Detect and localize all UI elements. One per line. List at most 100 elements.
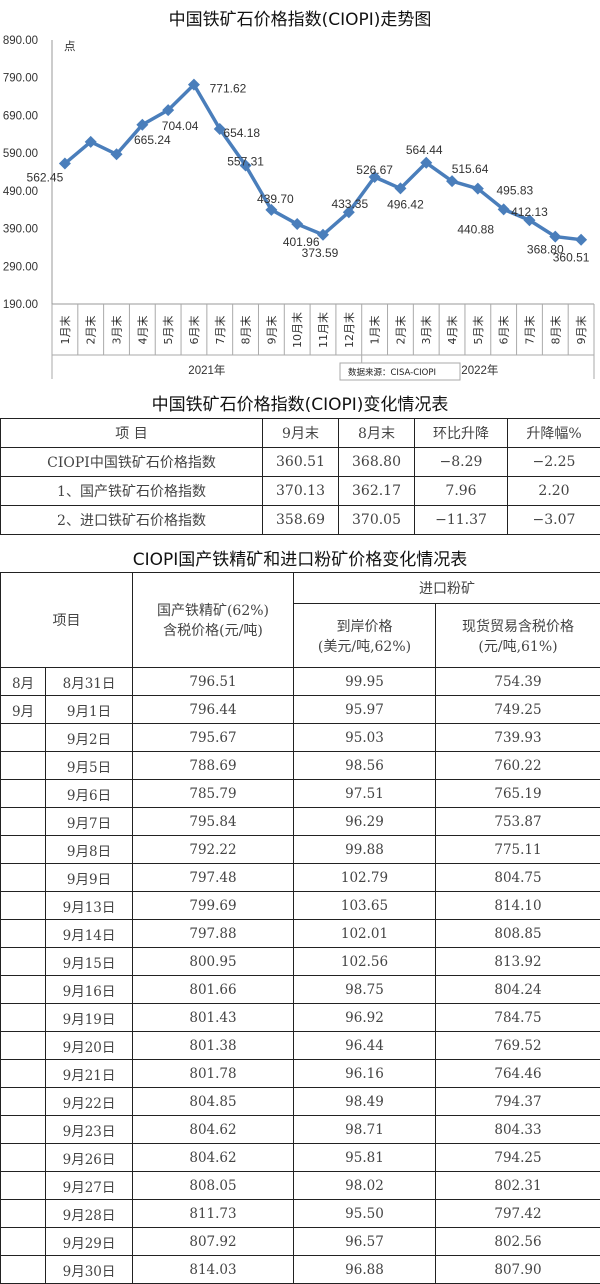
table-cell: 796.44 bbox=[133, 696, 294, 724]
data-label: 704.04 bbox=[162, 119, 199, 133]
table-cell: 358.69 bbox=[263, 506, 339, 535]
table-cell bbox=[1, 920, 46, 948]
table-cell: 801.66 bbox=[133, 976, 294, 1004]
table-cell: 项 目 bbox=[1, 419, 263, 448]
table-cell: 760.22 bbox=[436, 752, 600, 780]
y-tick-label: 190.00 bbox=[3, 299, 38, 311]
x-tick-label: 8月末 bbox=[548, 316, 562, 345]
y-unit-label: 点 bbox=[64, 40, 76, 53]
header-spot-line2: (元/吨,61%) bbox=[436, 636, 600, 656]
x-tick-label: 1月末 bbox=[368, 316, 382, 345]
table-cell: 9月末 bbox=[263, 419, 339, 448]
table-cell: 96.29 bbox=[294, 808, 436, 836]
year-label-2022: 2022年 bbox=[461, 363, 498, 377]
table2-title: CIOPI国产铁精矿和进口粉矿价格变化情况表 bbox=[0, 545, 600, 570]
table-cell: 804.75 bbox=[436, 864, 600, 892]
table-cell: 797.48 bbox=[133, 864, 294, 892]
table-cell bbox=[1, 780, 46, 808]
y-tick-label: 390.00 bbox=[3, 224, 38, 236]
x-tick-label: 6月末 bbox=[187, 316, 201, 345]
table-cell: 807.90 bbox=[436, 1256, 600, 1284]
x-tick-label: 5月末 bbox=[471, 316, 485, 345]
table-cell bbox=[1, 1116, 46, 1144]
table-cell: 804.85 bbox=[133, 1088, 294, 1116]
table-cell: 368.80 bbox=[339, 448, 415, 477]
table-cell: 811.73 bbox=[133, 1200, 294, 1228]
table-cell: 103.65 bbox=[294, 892, 436, 920]
table-cell: 804.62 bbox=[133, 1116, 294, 1144]
x-tick-label: 9月末 bbox=[264, 316, 278, 345]
table-cell: 95.97 bbox=[294, 696, 436, 724]
table-cell: 9月20日 bbox=[46, 1032, 133, 1060]
table-cell: 8月 bbox=[1, 668, 46, 696]
data-label: 433.35 bbox=[331, 197, 368, 211]
table-cell: 8月31日 bbox=[46, 668, 133, 696]
table-cell: 98.75 bbox=[294, 976, 436, 1004]
table-cell: 9月1日 bbox=[46, 696, 133, 724]
header-cif: 到岸价格(美元/吨,62%) bbox=[294, 604, 436, 668]
table-cell: 802.56 bbox=[436, 1228, 600, 1256]
header-domestic-line2: 含税价格(元/吨) bbox=[133, 620, 293, 640]
table-cell bbox=[1, 1144, 46, 1172]
table-cell: 2、进口铁矿石价格指数 bbox=[1, 506, 263, 535]
data-label: 562.45 bbox=[27, 171, 64, 185]
table-cell bbox=[1, 892, 46, 920]
table-cell: 801.43 bbox=[133, 1004, 294, 1032]
table-cell: CIOPI中国铁矿石价格指数 bbox=[1, 448, 263, 477]
table-cell: 7.96 bbox=[415, 477, 508, 506]
table-cell: 9月5日 bbox=[46, 752, 133, 780]
table-cell: 98.71 bbox=[294, 1116, 436, 1144]
table-cell: 9月 bbox=[1, 696, 46, 724]
source-note: 数据来源：CISA-CIOPI bbox=[348, 367, 436, 378]
table-cell: 795.67 bbox=[133, 724, 294, 752]
table-cell: 804.62 bbox=[133, 1144, 294, 1172]
y-tick-label: 690.00 bbox=[3, 110, 38, 122]
table-cell bbox=[1, 1032, 46, 1060]
data-label: 412.13 bbox=[511, 205, 548, 219]
table-cell: 9月8日 bbox=[46, 836, 133, 864]
x-tick-label: 11月末 bbox=[316, 312, 330, 348]
table-cell bbox=[1, 752, 46, 780]
table-cell: 98.49 bbox=[294, 1088, 436, 1116]
y-tick-label: 290.00 bbox=[3, 261, 38, 273]
table-cell: 792.22 bbox=[133, 836, 294, 864]
x-tick-label: 2月末 bbox=[84, 316, 98, 345]
x-tick-label: 9月末 bbox=[574, 316, 588, 345]
table-cell: 环比升降 bbox=[415, 419, 508, 448]
table-cell: 2.20 bbox=[508, 477, 600, 506]
header-import: 进口粉矿 bbox=[294, 573, 600, 604]
table-cell: 96.57 bbox=[294, 1228, 436, 1256]
table-cell bbox=[1, 1060, 46, 1088]
table-cell: 808.05 bbox=[133, 1172, 294, 1200]
table-cell: 99.95 bbox=[294, 668, 436, 696]
table-cell: 797.42 bbox=[436, 1200, 600, 1228]
table-cell: 9月7日 bbox=[46, 808, 133, 836]
x-tick-label: 10月末 bbox=[290, 312, 304, 348]
table-cell: 794.37 bbox=[436, 1088, 600, 1116]
table-cell: −3.07 bbox=[508, 506, 600, 535]
x-tick-label: 6月末 bbox=[497, 316, 511, 345]
data-label: 771.62 bbox=[210, 82, 247, 96]
table-cell bbox=[1, 1256, 46, 1284]
table-cell: 801.38 bbox=[133, 1032, 294, 1060]
table-cell bbox=[1, 948, 46, 976]
table-cell: 785.79 bbox=[133, 780, 294, 808]
table-cell: 370.05 bbox=[339, 506, 415, 535]
table-cell: −8.29 bbox=[415, 448, 508, 477]
